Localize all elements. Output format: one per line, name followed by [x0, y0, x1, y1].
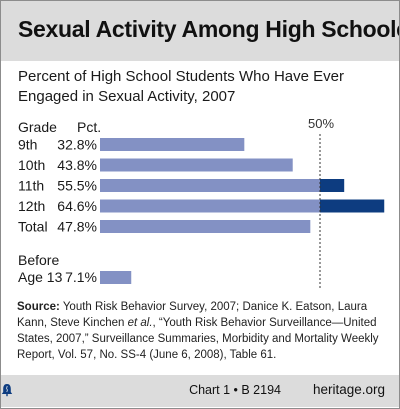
- value-label-total: 47.8%: [57, 219, 97, 235]
- reference-line-label: 50%: [308, 116, 334, 131]
- value-label-12th: 64.6%: [57, 198, 97, 214]
- category-label-11th: 11th: [18, 178, 44, 194]
- title-bar: Sexual Activity Among High Schoolers: [1, 1, 399, 61]
- category-label-age-13: Age 13: [18, 269, 63, 285]
- pct-column-header: Pct.: [77, 119, 101, 135]
- chart-title: Sexual Activity Among High Schoolers: [18, 16, 400, 42]
- category-label-9th: 9th: [18, 137, 37, 153]
- category-label-before: Before: [18, 252, 59, 268]
- source-text-1: Youth Risk Behavior Survey, 2007; Danice…: [17, 301, 368, 329]
- value-label-before-age-13: 7.1%: [65, 269, 97, 285]
- category-label-12th: 12th: [18, 198, 45, 214]
- category-label-10th: 10th: [18, 157, 45, 173]
- grade-11th-bar-above-50: [320, 179, 345, 192]
- liberty-bell-icon: [1, 384, 13, 397]
- source-note: Source: Youth Risk Behavior Survey, 2007…: [17, 299, 387, 363]
- before-age-13-bar: [100, 271, 132, 284]
- grade-total-bar: [100, 220, 311, 233]
- grade-11th-bar: [100, 179, 320, 192]
- bar-chart: Grade Pct. 9th 32.8% 10th 43.8% 11th 55.5% 12t…: [18, 116, 385, 289]
- chart-id: Chart 1 • B 2194: [189, 383, 281, 397]
- grade-12th-bar-above-50: [320, 199, 385, 213]
- chart-subtitle: Percent of High School Students Who Have…: [18, 68, 345, 105]
- source-et-al: et al.: [127, 317, 153, 329]
- footer-bar: Chart 1 • B 2194 heritage.org: [1, 375, 399, 407]
- grade-12th-bar: [100, 199, 320, 213]
- site-name: heritage.org: [312, 382, 385, 397]
- value-label-9th: 32.8%: [57, 137, 97, 153]
- grade-9th-bar: [100, 138, 245, 151]
- grade-10th-bar: [100, 158, 293, 172]
- value-label-10th: 43.8%: [57, 157, 97, 173]
- source-label: Source:: [17, 301, 60, 313]
- category-label-total: Total: [18, 219, 48, 235]
- source-text-2: , “Youth Risk Behavior Surveillance—Unit…: [17, 317, 379, 361]
- value-label-11th: 55.5%: [57, 178, 97, 194]
- grade-column-header: Grade: [18, 119, 57, 135]
